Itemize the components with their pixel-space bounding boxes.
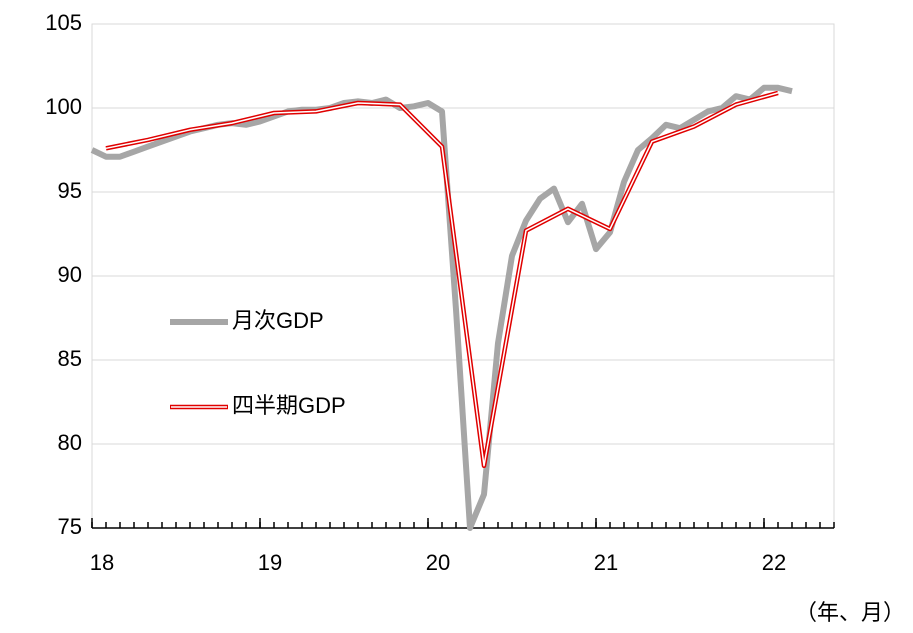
x-tick-label: 19 [258, 550, 282, 575]
y-tick-label: 75 [58, 514, 82, 539]
y-tick-label: 95 [58, 178, 82, 203]
y-tick-label: 90 [58, 262, 82, 287]
series-line-inner [105, 92, 779, 467]
x-tick-label: 20 [426, 550, 450, 575]
y-tick-label: 80 [58, 430, 82, 455]
legend-label: 四半期GDP [232, 393, 346, 418]
y-tick-label: 105 [45, 10, 82, 35]
axis-unit-note: （年、月） [795, 600, 905, 625]
x-tick-label: 21 [594, 550, 618, 575]
legend-label: 月次GDP [232, 308, 324, 333]
x-tick-label: 18 [90, 550, 114, 575]
y-tick-label: 85 [58, 346, 82, 371]
y-tick-label: 100 [45, 94, 82, 119]
x-tick-label: 22 [762, 550, 786, 575]
